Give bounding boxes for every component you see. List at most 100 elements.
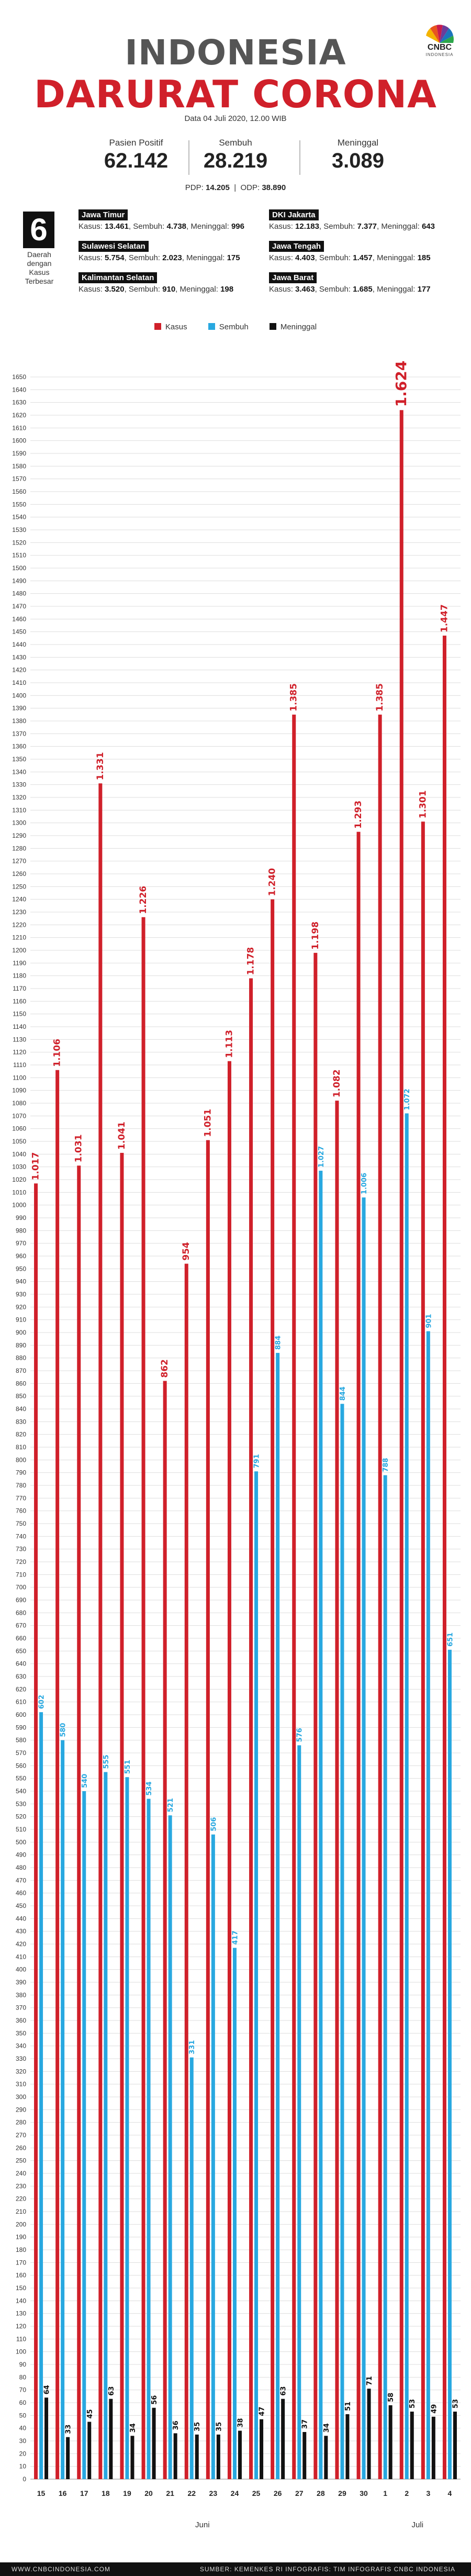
bar-cases	[249, 978, 253, 2480]
stat-deaths-label: Meninggal	[337, 138, 379, 148]
data-label-deaths: 71	[366, 2376, 374, 2385]
stat-deaths: Meninggal 3.089	[306, 138, 410, 173]
bar-deaths	[109, 2399, 113, 2479]
legend-swatch-deaths	[269, 323, 276, 330]
x-tick-label: 23	[209, 2489, 218, 2497]
stat-deaths-value: 3.089	[331, 149, 385, 172]
stat-divider	[188, 140, 189, 175]
y-tick-label: 50	[19, 2412, 27, 2419]
y-tick-label: 1190	[13, 959, 26, 967]
data-label-recovered: 521	[167, 1798, 175, 1812]
y-tick-label: 780	[16, 1482, 26, 1489]
region-cases: 13.461	[105, 222, 129, 231]
y-tick-label: 1560	[12, 488, 26, 495]
y-tick-label: 100	[16, 2348, 26, 2356]
y-tick-label: 1370	[12, 730, 26, 737]
region-detail: Kasus: 12.183, Sembuh: 7.377, Meninggal:…	[269, 222, 435, 231]
x-tick-label: 2	[405, 2489, 409, 2497]
y-tick-label: 220	[16, 2195, 26, 2203]
data-label-deaths: 34	[323, 2423, 331, 2433]
y-tick-label: 300	[16, 2093, 26, 2101]
legend-item-recovered: Sembuh	[208, 323, 249, 331]
region-cases: 4.403	[295, 253, 315, 262]
y-tick-label: 1310	[12, 806, 26, 814]
y-tick-label: 1260	[12, 870, 26, 878]
region-cases: 3.520	[105, 285, 125, 294]
region-recovered: 910	[162, 285, 176, 294]
y-tick-label: 150	[16, 2284, 26, 2292]
y-tick-label: 280	[16, 2119, 26, 2126]
y-tick-label: 1630	[12, 399, 26, 406]
data-label-cases: 1.240	[267, 868, 278, 896]
y-tick-label: 110	[16, 2335, 26, 2342]
y-tick-label: 1080	[12, 1100, 26, 1107]
y-tick-label: 1410	[12, 679, 26, 686]
data-label-cases: 1.017	[31, 1152, 41, 1181]
bar-cases	[163, 1381, 167, 2479]
x-tick-label: 19	[123, 2489, 131, 2497]
legend-label-recovered: Sembuh	[219, 323, 249, 331]
bar-recovered	[61, 1740, 65, 2479]
bar-cases	[206, 1140, 210, 2479]
chart-legend: Kasus Sembuh Meninggal	[0, 323, 471, 331]
data-label-cases: 1.113	[224, 1030, 234, 1058]
bar-deaths	[238, 2430, 242, 2479]
stat-divider	[299, 140, 300, 175]
y-tick-label: 1040	[12, 1150, 26, 1158]
odp-label: ODP:	[240, 183, 260, 192]
region-cases-label: Kasus:	[269, 253, 293, 262]
region-name: Jawa Timur	[78, 209, 128, 220]
bar-deaths	[44, 2397, 49, 2479]
region-detail: Kasus: 5.754, Sembuh: 2.023, Meninggal: …	[78, 253, 240, 262]
bar-recovered	[405, 1113, 409, 2479]
caption-line: Terbesar	[25, 277, 54, 285]
stat-positive-value: 62.142	[104, 149, 169, 172]
x-tick-label: 27	[295, 2489, 304, 2497]
x-tick-label: 18	[102, 2489, 110, 2497]
region-recovered-label: Sembuh:	[323, 222, 355, 231]
data-label-recovered: 901	[425, 1314, 433, 1328]
y-tick-label: 820	[16, 1431, 26, 1438]
bar-deaths	[66, 2437, 70, 2479]
y-tick-label: 410	[16, 1953, 26, 1960]
bar-deaths	[345, 2414, 350, 2479]
y-tick-label: 400	[16, 1966, 26, 1973]
data-label-recovered: 1.072	[403, 1089, 411, 1110]
bar-cases	[98, 783, 103, 2479]
region-deaths: 643	[421, 222, 435, 231]
y-tick-label: 750	[16, 1520, 26, 1527]
x-tick-label: 22	[187, 2489, 196, 2497]
y-tick-label: 1210	[12, 934, 26, 941]
y-tick-label: 320	[16, 2068, 26, 2075]
y-tick-label: 190	[16, 2234, 26, 2241]
y-tick-label: 1030	[12, 1163, 26, 1171]
region-deaths: 996	[231, 222, 244, 231]
region-deaths: 175	[227, 253, 240, 262]
data-label-recovered: 791	[253, 1454, 261, 1468]
y-tick-label: 1390	[12, 705, 26, 712]
stat-positive-label: Pasien Positif	[109, 138, 163, 148]
region-name: Sulawesi Selatan	[78, 241, 149, 252]
bar-cases	[292, 714, 296, 2479]
y-tick-label: 680	[16, 1609, 26, 1616]
region-count-caption: Daerah dengan Kasus Terbesar	[21, 250, 58, 286]
region-name: DKI Jakarta	[269, 209, 319, 220]
y-tick-label: 890	[16, 1341, 26, 1349]
x-tick-label: 30	[360, 2489, 368, 2497]
data-label-deaths: 56	[151, 2395, 159, 2405]
region-deaths-label: Meninggal:	[377, 285, 416, 294]
bar-deaths	[367, 2389, 371, 2479]
y-tick-label: 1530	[12, 526, 26, 534]
bar-cases	[421, 821, 425, 2479]
region-deaths-label: Meninggal:	[377, 253, 416, 262]
y-tick-label: 990	[16, 1214, 26, 1222]
stat-recovered-value: 28.219	[203, 149, 268, 172]
data-label-recovered: 1.006	[361, 1173, 368, 1194]
bar-deaths	[388, 2405, 392, 2479]
data-label-deaths: 34	[129, 2423, 137, 2433]
y-tick-label: 1060	[12, 1125, 26, 1132]
bar-cases	[34, 1183, 38, 2479]
y-tick-label: 570	[16, 1749, 26, 1757]
y-tick-label: 650	[16, 1647, 26, 1655]
y-tick-label: 860	[16, 1380, 26, 1387]
